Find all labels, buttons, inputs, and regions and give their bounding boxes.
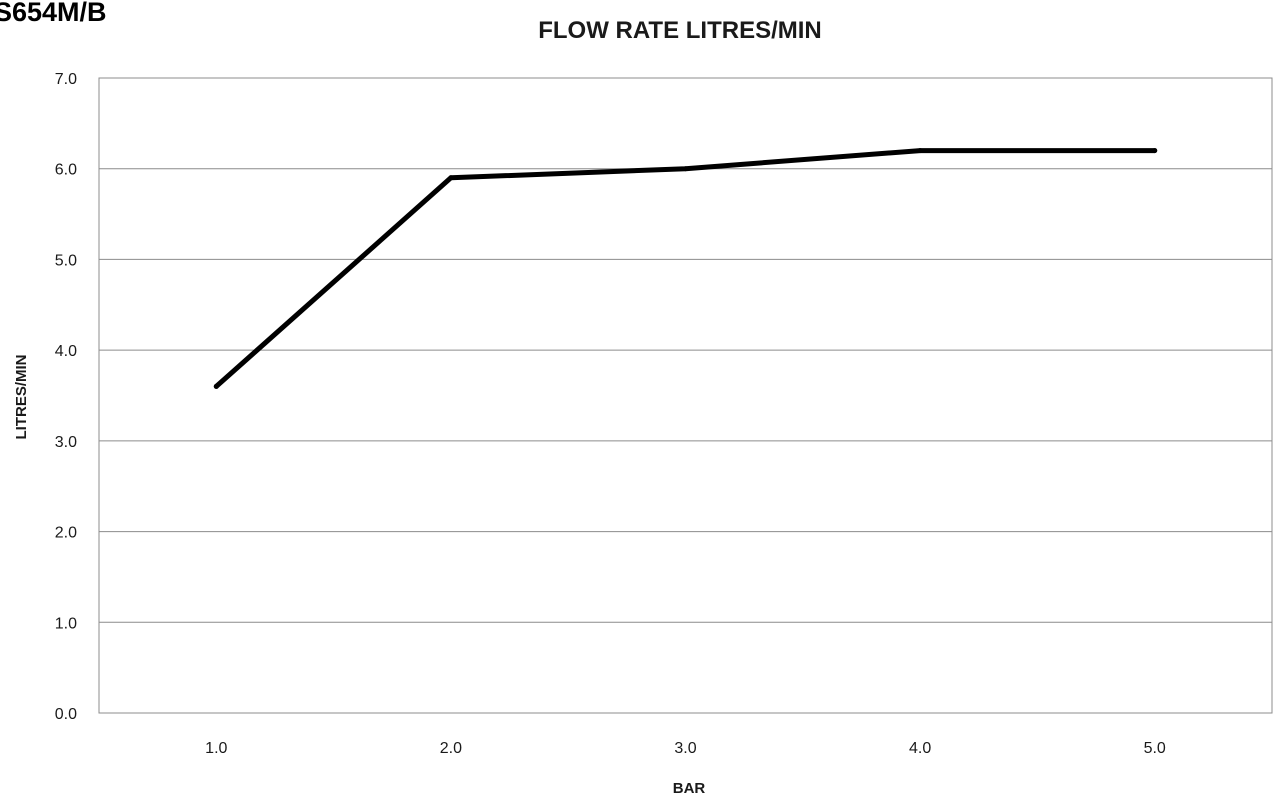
data-point — [918, 148, 923, 153]
x-axis-ticks: 1.0 2.0 3.0 4.0 5.0 — [205, 740, 1166, 757]
y-tick-label: 6.0 — [55, 162, 77, 179]
series-line — [216, 151, 1154, 387]
gridlines — [99, 78, 1272, 713]
chart-title: FLOW RATE LITRES/MIN — [538, 17, 822, 44]
y-tick-label: 0.0 — [55, 706, 77, 723]
y-tick-label: 3.0 — [55, 434, 77, 451]
y-tick-label: 1.0 — [55, 615, 77, 632]
x-tick-label: 3.0 — [674, 740, 696, 757]
y-axis-ticks: 0.0 1.0 2.0 3.0 4.0 5.0 6.0 7.0 — [55, 71, 77, 723]
y-tick-label: 4.0 — [55, 343, 77, 360]
y-axis-title: LITRES/MIN — [13, 355, 30, 440]
data-point — [1152, 148, 1157, 153]
x-tick-label: 5.0 — [1144, 740, 1166, 757]
y-tick-label: 2.0 — [55, 525, 77, 542]
x-tick-label: 4.0 — [909, 740, 931, 757]
x-tick-label: 1.0 — [205, 740, 227, 757]
x-tick-label: 2.0 — [440, 740, 462, 757]
y-tick-label: 7.0 — [55, 71, 77, 88]
data-point — [214, 384, 219, 389]
series-layer — [214, 148, 1157, 389]
model-label: S654M/B — [0, 0, 107, 27]
data-point — [683, 166, 688, 171]
plot-area — [99, 78, 1272, 713]
x-axis-title: BAR — [673, 780, 706, 797]
y-tick-label: 5.0 — [55, 252, 77, 269]
data-point — [448, 175, 453, 180]
